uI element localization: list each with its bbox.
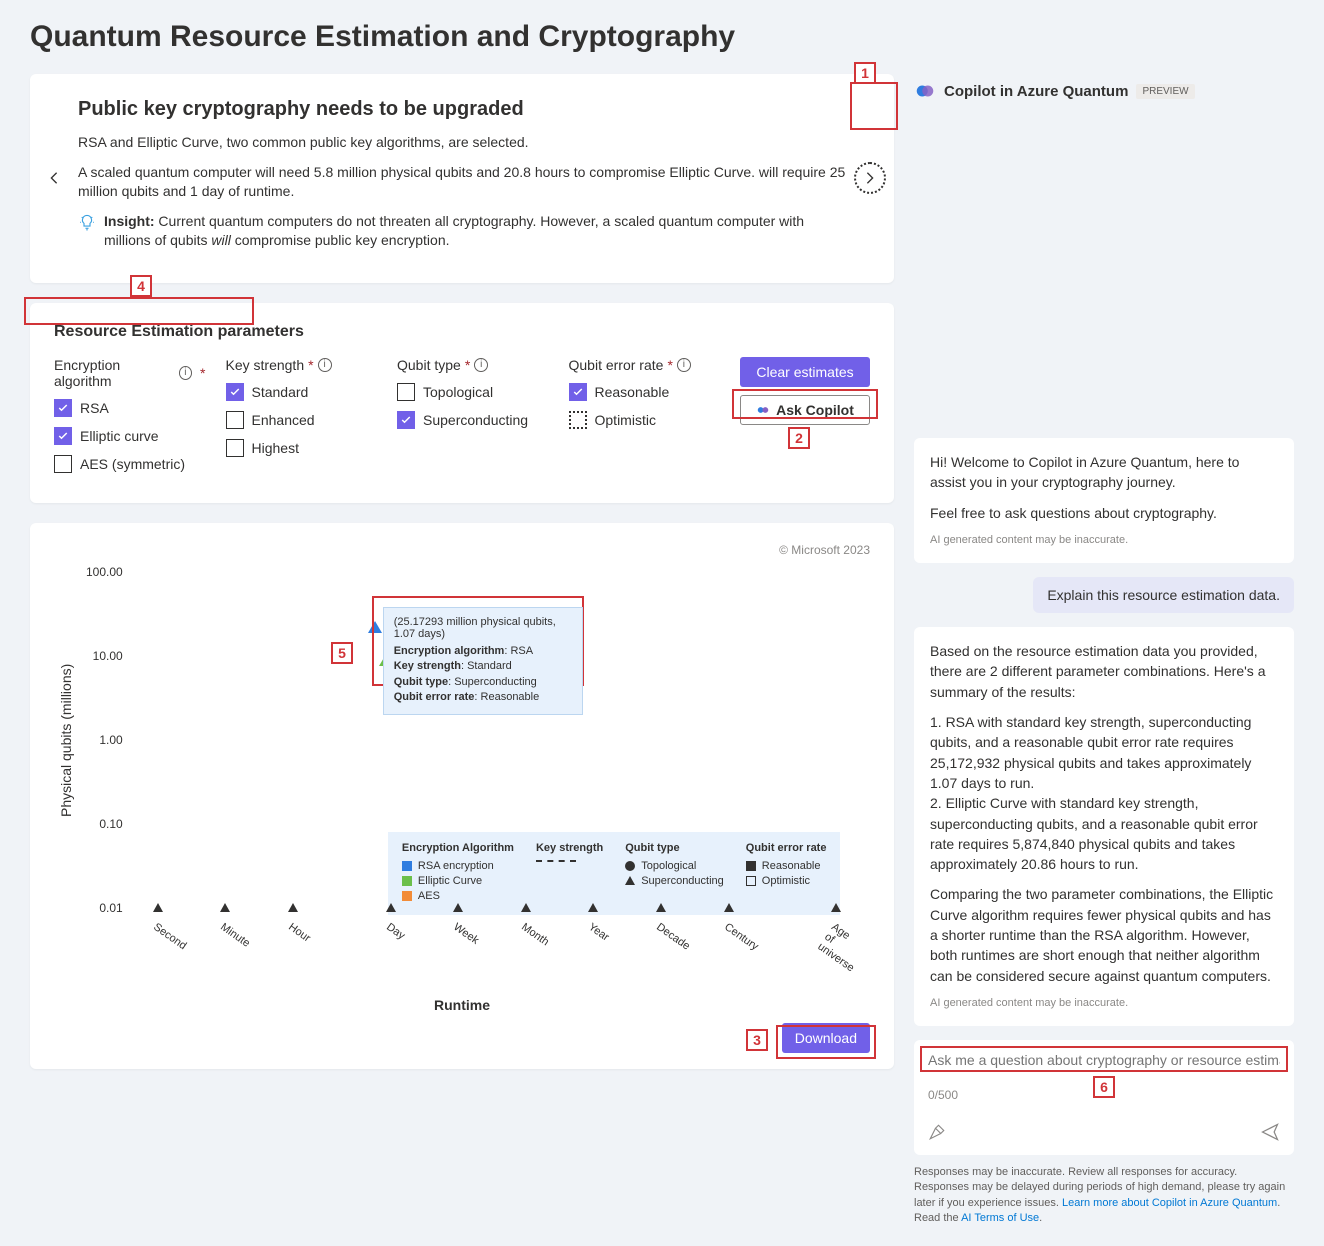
chart-card: © Microsoft 2023 Physical qubits (millio… — [30, 523, 894, 1069]
copilot-footer-note: Responses may be inaccurate. Review all … — [914, 1165, 1294, 1227]
param-group-errorrate: Qubit error rate * i ReasonableOptimisti… — [569, 357, 721, 439]
param-group-qubittype: Qubit type * i TopologicalSuperconductin… — [397, 357, 549, 439]
chevron-right-icon — [863, 171, 877, 185]
checkbox-superconducting[interactable]: Superconducting — [397, 411, 549, 429]
chat-message-user: Explain this resource estimation data. — [1033, 577, 1294, 613]
learn-more-link[interactable]: Learn more about Copilot in Azure Quantu… — [1062, 1197, 1277, 1209]
lightbulb-icon — [78, 214, 96, 235]
preview-badge: PREVIEW — [1136, 84, 1194, 99]
chat-input-container: 6 0/500 — [914, 1040, 1294, 1155]
annotation-box-1 — [850, 82, 898, 130]
chart-tooltip: (25.17293 million physical qubits, 1.07 … — [383, 607, 583, 715]
checkbox-optimistic[interactable]: Optimistic — [569, 411, 721, 429]
chart-watermark: © Microsoft 2023 — [54, 543, 870, 557]
info-icon[interactable]: i — [179, 366, 192, 380]
insight-card: 1 Public key cryptography needs to be up… — [30, 74, 894, 283]
y-axis-label: Physical qubits (millions) — [54, 565, 78, 915]
chart-marker-rsa — [368, 621, 382, 633]
x-axis-label: Runtime — [54, 997, 870, 1013]
parameters-card: 4 Resource Estimation parameters Encrypt… — [30, 303, 894, 503]
param-group-algorithm: Encryption algorithm i* RSAElliptic curv… — [54, 357, 206, 483]
carousel-para-1: RSA and Elliptic Curve, two common publi… — [78, 133, 846, 153]
checkbox-aes-symmetric-[interactable]: AES (symmetric) — [54, 455, 206, 473]
char-count: 0/500 — [928, 1088, 958, 1102]
chat-input[interactable] — [928, 1052, 1280, 1068]
info-icon[interactable]: i — [318, 358, 332, 372]
info-icon[interactable]: i — [474, 358, 488, 372]
copilot-logo-icon — [914, 80, 936, 102]
checkbox-reasonable[interactable]: Reasonable — [569, 383, 721, 401]
insight-text: Insight: Current quantum computers do no… — [104, 212, 846, 251]
clear-estimates-button[interactable]: Clear estimates — [740, 357, 870, 387]
checkbox-rsa[interactable]: RSA — [54, 399, 206, 417]
y-axis-ticks: 100.0010.001.000.100.01 — [78, 565, 131, 915]
checkbox-standard[interactable]: Standard — [226, 383, 378, 401]
chat-message-reply: Based on the resource estimation data yo… — [914, 627, 1294, 1026]
ask-copilot-button[interactable]: Ask Copilot — [740, 395, 870, 425]
checkbox-topological[interactable]: Topological — [397, 383, 549, 401]
page-title: Quantum Resource Estimation and Cryptogr… — [30, 20, 1294, 54]
annotation-box-4 — [24, 297, 254, 325]
chevron-left-icon — [47, 171, 61, 185]
carousel-next-button[interactable] — [854, 162, 886, 194]
info-icon[interactable]: i — [677, 358, 691, 372]
checkbox-elliptic-curve[interactable]: Elliptic curve — [54, 427, 206, 445]
annotation-1: 1 — [854, 62, 876, 84]
annotation-3: 3 — [746, 1029, 768, 1051]
copilot-icon — [756, 403, 770, 417]
annotation-2: 2 — [788, 427, 810, 449]
annotation-5: 5 — [331, 642, 353, 664]
download-button[interactable]: Download — [782, 1023, 870, 1053]
param-group-keystrength: Key strength * i StandardEnhancedHighest — [226, 357, 378, 467]
chart-plot-area: 5 (25.17293 million physical qubits, 1.0… — [131, 565, 870, 915]
carousel-para-2: A scaled quantum computer will need 5.8 … — [78, 163, 846, 202]
chat-message-welcome: Hi! Welcome to Copilot in Azure Quantum,… — [914, 438, 1294, 563]
copilot-panel: Copilot in Azure Quantum PREVIEW Hi! Wel… — [914, 74, 1294, 1226]
send-icon[interactable] — [1260, 1122, 1280, 1145]
carousel-prev-button[interactable] — [38, 162, 70, 194]
terms-link[interactable]: AI Terms of Use — [961, 1212, 1039, 1224]
x-axis-ticks: SecondMinuteHourDayWeekMonthYearDecadeCe… — [54, 921, 870, 957]
checkbox-highest[interactable]: Highest — [226, 439, 378, 457]
copilot-title: Copilot in Azure Quantum — [944, 83, 1128, 100]
checkbox-enhanced[interactable]: Enhanced — [226, 411, 378, 429]
broom-icon[interactable] — [928, 1123, 946, 1144]
carousel-heading: Public key cryptography needs to be upgr… — [78, 98, 846, 121]
parameters-heading: Resource Estimation parameters — [54, 323, 870, 341]
